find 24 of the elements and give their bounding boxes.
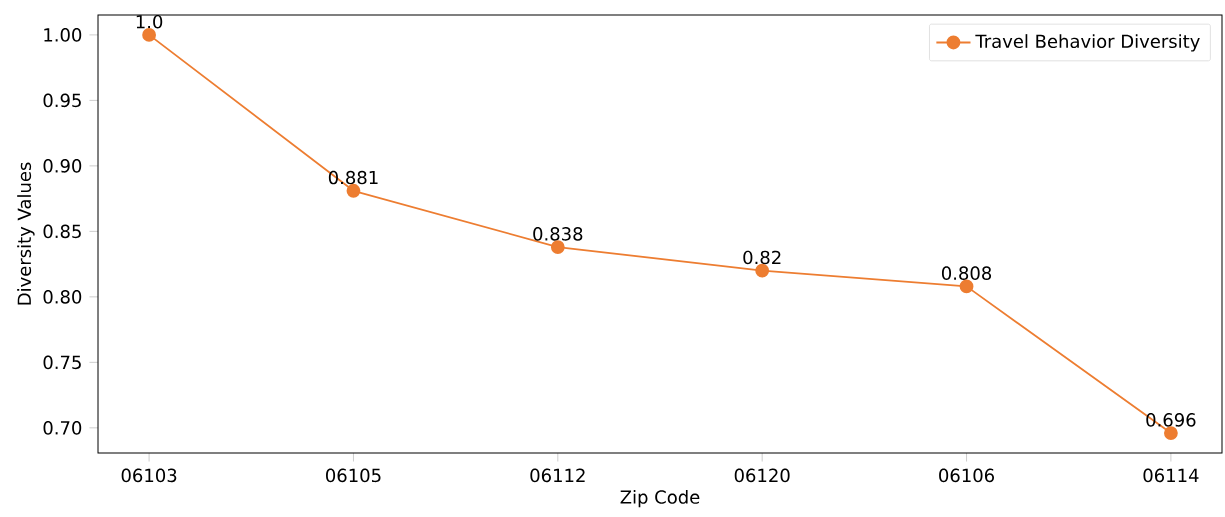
data-label: 0.82 <box>743 250 781 265</box>
x-axis-title: Zip Code <box>620 489 700 508</box>
data-label: 0.808 <box>941 266 992 280</box>
legend-label: Travel Behavior Diversity <box>975 34 1200 52</box>
data-label: 0.838 <box>533 227 583 241</box>
x-tick-label: 06105 <box>326 468 381 483</box>
point <box>1164 426 1178 440</box>
data-label: 1.0 <box>136 14 163 29</box>
y-tick-label: 0.80 <box>43 290 82 304</box>
x-tick-label: 06106 <box>939 468 995 483</box>
point <box>550 240 565 254</box>
y-tick-label: 0.70 <box>43 421 82 435</box>
x-tick-label: 06103 <box>121 468 177 483</box>
x-tick-label: 06112 <box>530 468 585 483</box>
y-tick-label: 0.85 <box>43 224 81 239</box>
y-tick-label: 0.90 <box>43 159 82 173</box>
point <box>959 279 974 294</box>
y-tick-label: 0.75 <box>43 355 81 370</box>
y-tick-label: 0.95 <box>43 93 81 108</box>
x-tick-label: 06114 <box>1143 468 1199 483</box>
y-tick-label: 1.00 <box>44 28 82 42</box>
x-tick-label: 06120 <box>734 468 790 483</box>
point <box>142 28 156 42</box>
y-axis-title: Diversity Values <box>17 162 35 305</box>
